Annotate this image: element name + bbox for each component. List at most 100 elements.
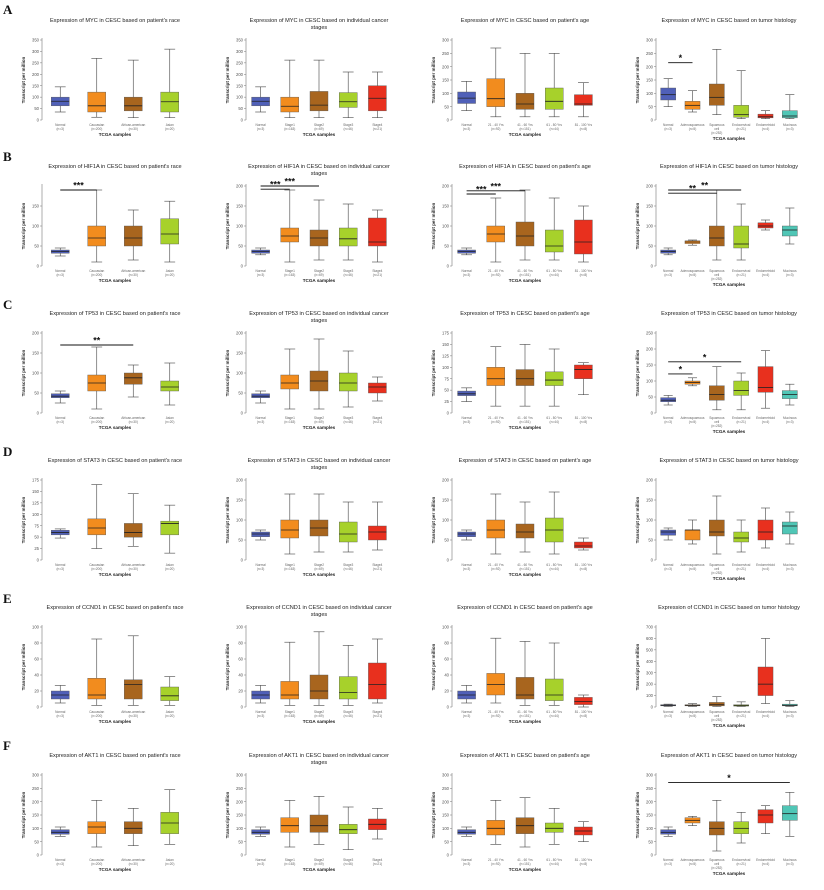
x-category-label: (n=30) <box>129 420 138 424</box>
chart-C-2: Expression of TP53 in CESC based on indi… <box>225 311 389 430</box>
box-0 <box>457 247 476 256</box>
x-category-label: cell <box>714 127 719 131</box>
y-tick-label: 150 <box>646 813 654 818</box>
x-category-label: (n=8) <box>580 567 588 571</box>
x-category-label: African-american <box>121 858 145 862</box>
significance-label: * <box>679 53 683 63</box>
y-tick-label: 0 <box>651 264 654 269</box>
chart-title: stages <box>311 760 328 766</box>
chart-title: Expression of HIF1A in CESC based on pat… <box>48 164 181 170</box>
chart-title: stages <box>311 465 328 471</box>
box-2 <box>515 344 535 407</box>
y-axis-label: Transcript per million <box>225 349 230 396</box>
box-body <box>309 91 329 112</box>
box-0 <box>660 527 676 541</box>
box-4 <box>757 638 774 704</box>
y-tick-label: 50 <box>444 104 449 109</box>
y-tick-label: 100 <box>442 224 450 229</box>
box-body <box>368 525 387 541</box>
box-2 <box>309 493 329 553</box>
x-axis-label: TCGA samples <box>303 132 336 137</box>
x-category-label: Endometrioid <box>756 269 775 273</box>
box-2 <box>309 59 329 119</box>
x-axis-label: TCGA samples <box>99 719 132 724</box>
chart-B-2: Expression of HIF1A in CESC based on ind… <box>225 164 390 283</box>
y-tick-label: 50 <box>238 538 243 543</box>
chart-F-1: Expression of AKT1 in CESC based on pati… <box>21 753 181 872</box>
y-axis-label: Transcript per million <box>21 496 26 543</box>
x-category-label: (n=151) <box>519 273 530 277</box>
x-category-label: Stage4 <box>372 416 382 420</box>
y-tick-label: 200 <box>442 184 450 189</box>
y-tick-label: 500 <box>646 647 654 652</box>
y-tick-label: 250 <box>646 786 654 791</box>
x-category-label: (n=3) <box>664 862 672 866</box>
x-category-label: Endocervical <box>732 858 751 862</box>
x-category-label: Normal <box>55 710 66 714</box>
y-tick-label: 200 <box>236 799 244 804</box>
x-category-label: Normal <box>461 416 472 420</box>
x-category-label: 21 - 40 Yrs <box>488 563 504 567</box>
box-2 <box>124 364 143 398</box>
x-category-label: Stage1 <box>285 563 295 567</box>
x-category-label: 81 - 100 Yrs <box>575 123 593 127</box>
box-4 <box>574 82 593 118</box>
box-body <box>339 824 358 834</box>
box-2 <box>124 808 143 846</box>
x-category-label: Mucinous <box>783 416 797 420</box>
box-5 <box>782 207 798 245</box>
x-category-label: (n=46) <box>344 714 353 718</box>
y-tick-label: 50 <box>444 839 449 844</box>
x-category-label: Squamous <box>709 858 725 862</box>
y-tick-label: 0 <box>447 264 450 269</box>
box-3 <box>339 501 358 553</box>
x-category-label: (n=21) <box>373 127 382 131</box>
x-category-label: Endometrioid <box>756 416 775 420</box>
x-category-label: Asian <box>166 123 174 127</box>
y-tick-label: 150 <box>442 342 450 347</box>
x-category-label: (n=252) <box>711 571 722 575</box>
x-category-label: (n=21) <box>373 862 382 866</box>
x-category-label: Stage2 <box>314 710 324 714</box>
x-category-label: Normal <box>255 416 266 420</box>
y-tick-label: 100 <box>442 365 450 370</box>
x-category-label: Asian <box>166 416 174 420</box>
box-1 <box>280 59 299 119</box>
box-body <box>87 225 106 247</box>
y-tick-label: 250 <box>236 60 244 65</box>
box-0 <box>457 826 476 837</box>
box-4 <box>757 507 774 549</box>
box-1 <box>684 703 701 707</box>
box-body <box>545 371 564 386</box>
box-body <box>733 105 749 118</box>
y-tick-label: 0 <box>241 853 244 858</box>
x-category-label: Normal <box>255 563 266 567</box>
x-category-label: (n=30) <box>129 862 138 866</box>
box-body <box>368 217 387 247</box>
x-category-label: (n=3) <box>257 862 265 866</box>
y-tick-label: 300 <box>646 773 654 778</box>
box-3 <box>545 53 564 118</box>
y-tick-label: 0 <box>37 118 40 123</box>
box-0 <box>660 395 676 406</box>
y-tick-label: 100 <box>32 95 40 100</box>
box-4 <box>368 209 387 263</box>
y-axis-label: Transcript per million <box>21 791 26 838</box>
y-tick-label: 300 <box>236 773 244 778</box>
x-category-label: Endometrioid <box>756 563 775 567</box>
chart-title: Expression of STAT3 in CESC based on pat… <box>459 458 592 464</box>
box-body <box>515 93 535 110</box>
x-category-label: Stage4 <box>372 563 382 567</box>
y-tick-label: 200 <box>32 331 40 336</box>
x-axis-label: TCGA samples <box>713 282 746 287</box>
x-category-label: (n=3) <box>664 273 672 277</box>
box-2 <box>124 493 143 547</box>
x-category-label: (n=44) <box>550 273 559 277</box>
box-body <box>457 390 476 396</box>
x-category-label: (n=3) <box>786 862 794 866</box>
box-0 <box>251 247 270 256</box>
chart-title: Expression of STAT3 in CESC based on tum… <box>659 458 798 464</box>
chart-title: stages <box>311 25 328 31</box>
y-tick-label: 40 <box>238 673 243 678</box>
box-0 <box>51 247 70 257</box>
